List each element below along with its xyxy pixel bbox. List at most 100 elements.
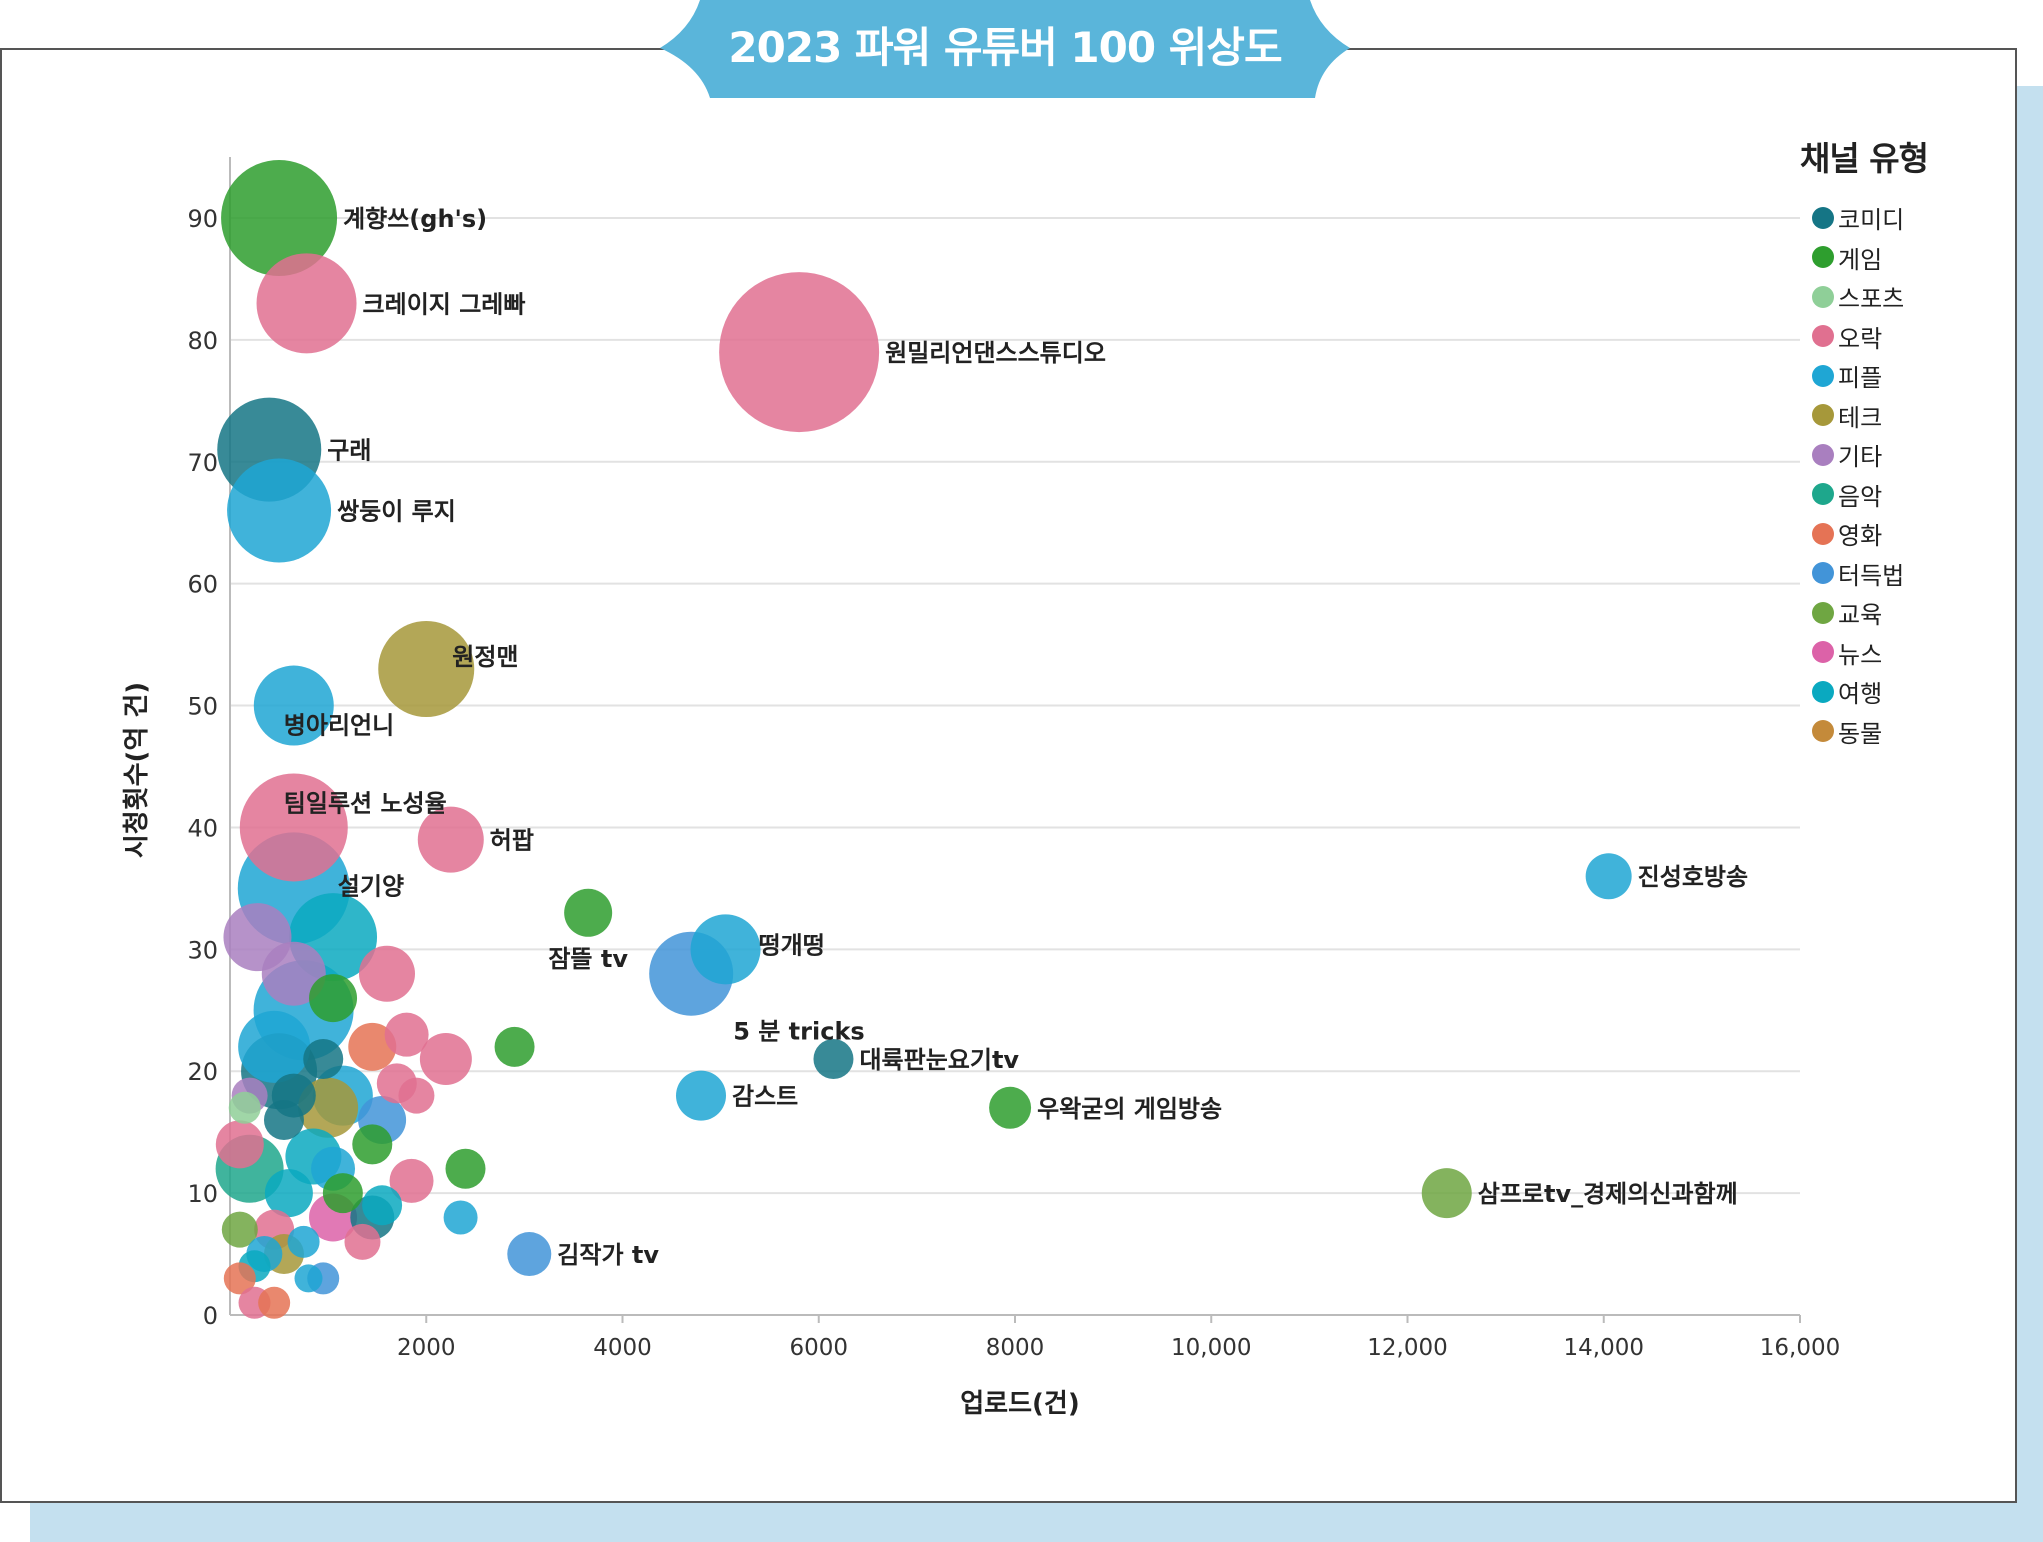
bubble-label: 우왁굳의 게임방송 xyxy=(1037,1095,1222,1123)
y-tick-label: 30 xyxy=(187,936,218,964)
legend-item: 게임 xyxy=(1800,238,2000,278)
y-tick-label: 20 xyxy=(187,1058,218,1086)
legend-swatch xyxy=(1812,206,1834,229)
bubble-label: 잠뜰 tv xyxy=(548,945,628,973)
legend-title: 채널 유형 xyxy=(1800,139,1929,178)
x-tick-label: 10,000 xyxy=(1171,1335,1251,1361)
bubble-label: 쌍둥이 루지 xyxy=(337,498,456,526)
bubble-point xyxy=(221,1211,258,1248)
bubble-point xyxy=(256,253,357,354)
bubble-point xyxy=(309,974,358,1023)
bubble-label: 김작가 tv xyxy=(557,1241,659,1269)
x-tick-label: 12,000 xyxy=(1367,1335,1447,1361)
y-tick-label: 80 xyxy=(187,327,218,355)
bubble-point xyxy=(719,272,880,433)
legend-swatch xyxy=(1812,443,1834,466)
bubble-point xyxy=(228,1091,261,1124)
bubble-label: 대륙판눈요기tv xyxy=(859,1046,1019,1074)
legend-label: 교육 xyxy=(1838,601,1883,630)
y-tick-label: 40 xyxy=(187,814,218,842)
legend-item: 피플 xyxy=(1800,356,2000,396)
grid-layer xyxy=(230,217,1800,1195)
bubble-label: 계향쓰(gh's) xyxy=(343,205,487,233)
legend-swatch xyxy=(1812,483,1834,506)
bubble-label: 설기양 xyxy=(338,872,404,900)
bubble-point xyxy=(564,888,613,937)
bubble-point xyxy=(263,1099,304,1140)
bubble-label: 떵개떵 xyxy=(759,931,825,959)
legend-swatch xyxy=(1812,285,1834,308)
bubble-point xyxy=(1421,1168,1472,1219)
legend-swatch xyxy=(1812,562,1834,585)
legend-item: 뉴스 xyxy=(1800,633,2000,673)
bubble-point xyxy=(253,665,334,746)
legend-item: 기타 xyxy=(1800,435,2000,475)
x-tick-label: 4000 xyxy=(593,1335,652,1361)
bubble-label: 원정맨 xyxy=(452,643,518,671)
legend-item: 스포츠 xyxy=(1800,277,2000,317)
legend-label: 피플 xyxy=(1838,364,1883,393)
legend-swatch xyxy=(1812,680,1834,703)
y-axis-title: 시청횟수(억 건) xyxy=(122,682,152,858)
bubble-label: 병아리언니 xyxy=(284,712,394,740)
bubble-point xyxy=(419,1033,472,1086)
legend-label: 동물 xyxy=(1838,719,1883,748)
bubble-point xyxy=(215,1120,264,1169)
legend-swatch xyxy=(1812,325,1834,348)
bubble-point xyxy=(417,806,484,873)
y-tick-label: 0 xyxy=(203,1302,218,1330)
bubble-point xyxy=(507,1232,552,1277)
bubble-point xyxy=(443,1200,478,1235)
y-tick-label: 70 xyxy=(187,449,218,477)
legend-label: 여행 xyxy=(1838,680,1883,709)
legend-swatch xyxy=(1812,720,1834,743)
bubble-point xyxy=(223,1262,256,1295)
axis-layer: 0 10 20 30 40 50 60 70 80 90 2000 4000 6000 8000 10,00… xyxy=(122,157,1840,1419)
bubble-point xyxy=(359,945,415,1002)
bubble-label: 감스트 xyxy=(732,1083,798,1111)
legend-label: 영화 xyxy=(1838,522,1883,551)
legend-label: 코미디 xyxy=(1838,206,1905,235)
title-tab xyxy=(660,0,1350,98)
x-tick-label: 16,000 xyxy=(1760,1335,1840,1361)
legend-label: 음악 xyxy=(1838,482,1883,511)
bubble-label: 원밀리언댄스스튜디오 xyxy=(885,339,1106,367)
bubble-point xyxy=(989,1086,1032,1129)
bubble-point xyxy=(352,1124,393,1165)
x-axis-title: 업로드(건) xyxy=(960,1389,1079,1419)
legend-swatch xyxy=(1812,246,1834,269)
bubble-point xyxy=(294,1264,323,1293)
legend-item: 테크 xyxy=(1800,396,2000,436)
bubble-point xyxy=(239,773,348,882)
legend-item: 영화 xyxy=(1800,514,2000,554)
chart-title: 2023 파워 유튜버 100 위상도 xyxy=(728,23,1282,72)
bubble-label: 진성호방송 xyxy=(1638,863,1748,891)
legend-label: 오락 xyxy=(1838,324,1883,353)
bubble-point xyxy=(690,914,761,985)
bubble-label: 삼프로tv_경제의신과함께 xyxy=(1478,1180,1738,1208)
bubble-point xyxy=(227,458,332,563)
legend-swatch xyxy=(1812,641,1834,664)
x-tick-label: 6000 xyxy=(789,1335,848,1361)
legend-swatch xyxy=(1812,364,1834,387)
bubble-point xyxy=(348,1022,397,1071)
bubble-point xyxy=(261,941,326,1006)
legend-label: 기타 xyxy=(1838,443,1883,472)
legend-item: 동물 xyxy=(1800,712,2000,752)
y-tick-label: 10 xyxy=(187,1180,218,1208)
bubble-point xyxy=(378,620,475,717)
bubble-label: 5 분 tricks xyxy=(733,1018,865,1046)
bubble-label: 구래 xyxy=(327,437,371,465)
bubble-point xyxy=(221,160,338,276)
bubble-point xyxy=(362,1185,403,1226)
y-tick-label: 90 xyxy=(187,205,218,233)
bubble-label: 크레이지 그레빠 xyxy=(363,290,526,318)
bubble-point xyxy=(445,1148,486,1189)
bubble-point xyxy=(264,1169,313,1218)
y-tick-label: 60 xyxy=(187,571,218,599)
legend-item: 터득법 xyxy=(1800,554,2000,594)
bubble-label: 허팝 xyxy=(490,827,534,855)
bubble-point xyxy=(1585,853,1632,900)
